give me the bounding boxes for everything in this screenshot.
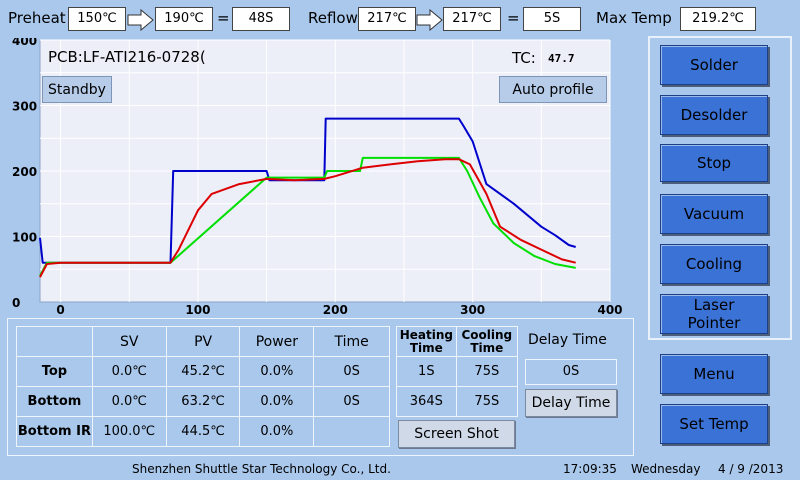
- company-name: Shenzhen Shuttle Star Technology Co., Lt…: [132, 462, 391, 476]
- cooling-time-cell: 75S: [455, 386, 519, 417]
- sv-cell: 0.0℃: [91, 386, 167, 417]
- power-cell: 0.0%: [239, 356, 315, 387]
- x-tick-label: 200: [323, 303, 348, 317]
- laser-pointer-button[interactable]: Laser Pointer: [660, 294, 768, 334]
- cooling-time-header: Cooling Time: [455, 326, 519, 357]
- table-header-cell: [16, 326, 93, 357]
- preheat-end-value: 190℃: [155, 7, 213, 31]
- equals-sign: =: [217, 9, 230, 27]
- sv-cell: 100.0℃: [91, 416, 167, 447]
- preheat-label: Preheat: [8, 9, 66, 27]
- y-tick-label: 100: [12, 231, 37, 245]
- pv-cell: 44.5℃: [165, 416, 241, 447]
- x-tick-label: 400: [597, 303, 622, 317]
- status-panel: [7, 318, 634, 456]
- table-header-row: Heating Time Cooling Time: [396, 326, 519, 357]
- tc-label: TC:: [512, 49, 536, 67]
- heating-time-cell: 364S: [396, 386, 457, 417]
- preheat-time-value: 48S: [232, 7, 290, 31]
- table-header-cell: Time: [313, 326, 390, 357]
- y-tick-label: 200: [12, 165, 37, 179]
- auto-profile-button[interactable]: Auto profile: [499, 76, 607, 103]
- heating-cooling-table: Heating Time Cooling Time 1S 75S 364S 75…: [396, 326, 519, 417]
- table-row: 1S 75S: [396, 356, 519, 387]
- table-header-cell: SV: [91, 326, 167, 357]
- table-header-cell: PV: [165, 326, 241, 357]
- solder-button[interactable]: Solder: [660, 45, 768, 85]
- row-label: Bottom IR: [16, 416, 93, 447]
- max-temp-value: 219.2℃: [680, 7, 756, 31]
- power-cell: 0.0%: [239, 386, 315, 417]
- table-header-row: SV PV Power Time: [16, 326, 390, 357]
- delay-time-value: 0S: [525, 359, 617, 385]
- chart-grid: [40, 39, 611, 302]
- stop-button[interactable]: Stop: [660, 144, 768, 182]
- series-line: [39, 156, 576, 277]
- table-row: Top 0.0℃ 45.2℃ 0.0% 0S: [16, 356, 390, 387]
- tc-value: 47.7: [548, 52, 575, 65]
- y-tick-label: 0: [12, 296, 20, 310]
- y-tick-label: 400: [12, 38, 37, 48]
- power-cell: 0.0%: [239, 416, 315, 447]
- preheat-start-value: 150℃: [68, 7, 126, 31]
- table-row: Bottom IR 100.0℃ 44.5℃ 0.0%: [16, 416, 390, 447]
- max-temp-label: Max Temp: [596, 9, 672, 27]
- weekday: Wednesday: [631, 462, 701, 476]
- heating-time-header: Heating Time: [396, 326, 457, 357]
- x-tick-label: 300: [460, 303, 485, 317]
- chart-series: [39, 117, 576, 278]
- x-tick-label: 0: [56, 303, 64, 317]
- time-cell: 0S: [313, 356, 390, 387]
- pcb-label: PCB:LF-ATI216-0728(: [48, 48, 206, 66]
- reflow-time-value: 5S: [523, 7, 581, 31]
- x-tick-label: 100: [185, 303, 210, 317]
- pv-cell: 45.2℃: [165, 356, 241, 387]
- reflow-label: Reflow: [308, 9, 358, 27]
- screen-shot-button[interactable]: Screen Shot: [398, 420, 515, 448]
- sv-cell: 0.0℃: [91, 356, 167, 387]
- time-cell: 0S: [313, 386, 390, 417]
- row-label: Bottom: [16, 386, 93, 417]
- table-header-cell: Power: [239, 326, 315, 357]
- time-cell: [313, 416, 390, 447]
- chart-ticks: 0 100 200 300 400 0 100 200 300 400: [12, 38, 623, 317]
- table-row: Bottom 0.0℃ 63.2℃ 0.0% 0S: [16, 386, 390, 417]
- desolder-button[interactable]: Desolder: [660, 95, 768, 135]
- equals-sign: =: [507, 9, 520, 27]
- vacuum-button[interactable]: Vacuum: [660, 194, 768, 234]
- standby-button[interactable]: Standby: [42, 76, 112, 103]
- clock-time: 17:09:35: [563, 462, 617, 476]
- arrow-right-icon: [127, 9, 154, 31]
- cooling-button[interactable]: Cooling: [660, 244, 768, 284]
- control-panel: [648, 36, 792, 340]
- reflow-end-value: 217℃: [443, 7, 501, 31]
- pv-cell: 63.2℃: [165, 386, 241, 417]
- heating-time-cell: 1S: [396, 356, 457, 387]
- heater-table: SV PV Power Time Top 0.0℃ 45.2℃ 0.0% 0S …: [16, 326, 390, 447]
- reflow-start-value: 217℃: [358, 7, 416, 31]
- menu-button[interactable]: Menu: [660, 354, 768, 394]
- arrow-right-icon: [416, 9, 443, 31]
- table-row: 364S 75S: [396, 386, 519, 417]
- date: 4 / 9 /2013: [718, 462, 784, 476]
- delay-time-label: Delay Time: [528, 332, 607, 348]
- row-label: Top: [16, 356, 93, 387]
- y-tick-label: 300: [12, 100, 37, 114]
- cooling-time-cell: 75S: [455, 356, 519, 387]
- series-line: [39, 158, 576, 278]
- delay-time-button[interactable]: Delay Time: [525, 389, 617, 417]
- set-temp-button[interactable]: Set Temp: [660, 404, 768, 444]
